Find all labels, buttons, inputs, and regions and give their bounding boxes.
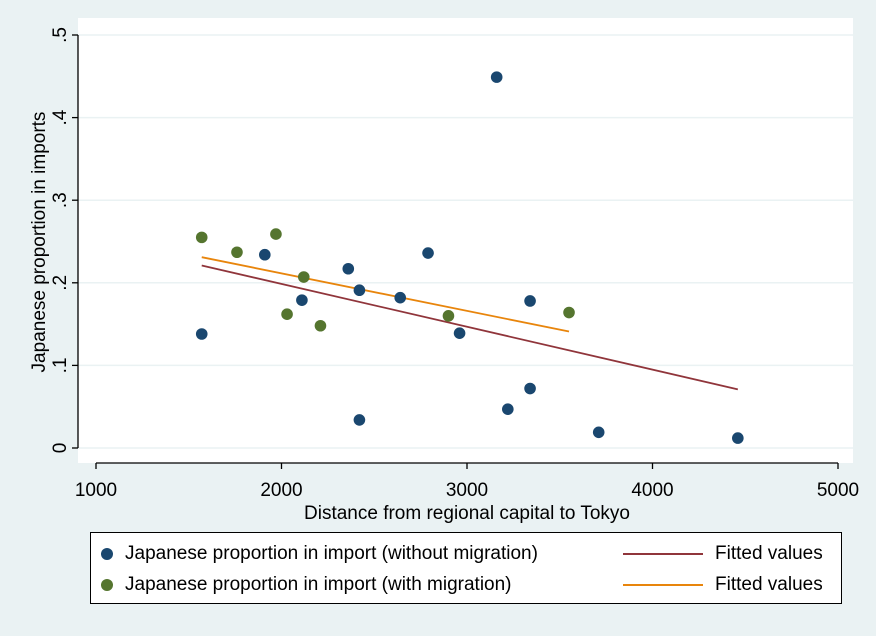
legend-label-fitted-1: Fitted values xyxy=(715,543,823,564)
legend-item-fitted-1: Fitted values xyxy=(623,539,823,569)
series-1-point-2 xyxy=(270,228,282,240)
series-1-point-4 xyxy=(297,271,310,283)
series-1-point-0 xyxy=(195,231,208,244)
series-0-point-1 xyxy=(259,248,271,261)
legend-label-without-migration: Japanese proportion in import (without m… xyxy=(125,543,538,564)
series-0-point-6 xyxy=(394,291,407,304)
series-0-point-7 xyxy=(422,247,434,259)
series-0-point-8 xyxy=(453,327,466,339)
legend: Japanese proportion in import (without m… xyxy=(90,532,842,604)
series-0-point-14 xyxy=(732,432,744,444)
y-tick-label-1: .1 xyxy=(50,357,71,373)
legend-item-without-migration: Japanese proportion in import (without m… xyxy=(101,539,538,569)
legend-item-with-migration: Japanese proportion in import (with migr… xyxy=(101,570,512,600)
data-points xyxy=(195,71,744,444)
legend-label-fitted-2: Fitted values xyxy=(715,574,823,595)
series-0-point-2 xyxy=(296,294,308,306)
legend-item-fitted-2: Fitted values xyxy=(623,570,823,600)
series-0-point-5 xyxy=(353,414,366,426)
y-axis-label: Japanese proportion in imports xyxy=(29,112,50,373)
fitted-line-3 xyxy=(201,256,570,333)
series-0-point-9 xyxy=(490,71,503,83)
axes: 0 .1 .2 .3 .4 .5 1000 2000 3000 4000 5000 xyxy=(50,27,859,501)
series-1-point-5 xyxy=(314,319,327,332)
series-1-point-7 xyxy=(563,306,575,319)
series-1-point-1 xyxy=(231,246,243,259)
fitted-line-2 xyxy=(201,264,739,391)
grid-lines xyxy=(78,34,853,449)
x-tick-label-3: 4000 xyxy=(631,480,673,501)
legend-label-with-migration: Japanese proportion in import (with migr… xyxy=(125,574,512,595)
y-tick-label-2: .2 xyxy=(50,275,71,291)
legend-dot-without-migration xyxy=(101,548,113,560)
x-tick-label-1: 2000 xyxy=(260,480,302,501)
legend-line-fitted-1 xyxy=(623,553,703,555)
series-0-point-3 xyxy=(342,262,355,275)
series-1-point-3 xyxy=(281,308,293,320)
legend-line-fitted-2 xyxy=(623,584,703,586)
series-0-point-11 xyxy=(524,295,536,307)
series-0-point-13 xyxy=(592,426,605,439)
y-tick-label-5: .5 xyxy=(50,27,71,43)
series-0-point-4 xyxy=(353,284,366,297)
y-tick-label-4: .4 xyxy=(50,109,71,125)
y-tick-label-0: 0 xyxy=(50,443,71,454)
x-tick-label-0: 1000 xyxy=(75,480,117,501)
series-0-point-10 xyxy=(502,403,514,415)
fitted-lines xyxy=(201,256,739,391)
series-1-point-6 xyxy=(442,310,455,322)
series-0-point-12 xyxy=(524,382,536,395)
series-0-point-0 xyxy=(195,328,208,340)
y-tick-label-3: .3 xyxy=(50,192,71,208)
legend-dot-with-migration xyxy=(101,579,113,591)
plot-area xyxy=(78,18,853,463)
x-tick-label-2: 3000 xyxy=(446,480,488,501)
x-axis-label: Distance from regional capital to Tokyo xyxy=(304,503,630,524)
x-tick-label-4: 5000 xyxy=(817,480,859,501)
